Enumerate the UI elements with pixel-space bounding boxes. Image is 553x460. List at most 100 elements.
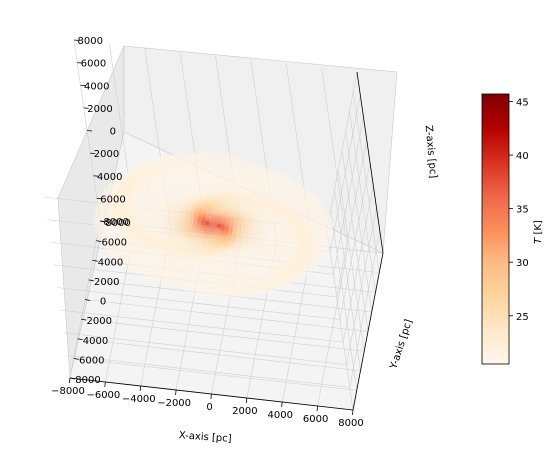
y-tick-label: 2000 xyxy=(87,316,112,327)
data-point xyxy=(313,262,318,268)
data-point xyxy=(200,287,206,293)
data-point xyxy=(103,226,109,232)
data-point xyxy=(116,247,122,253)
data-point xyxy=(110,237,115,243)
data-point xyxy=(161,273,167,278)
data-point xyxy=(199,270,205,275)
data-point xyxy=(199,291,205,297)
data-point xyxy=(192,175,198,181)
data-point xyxy=(205,153,211,159)
data-point xyxy=(101,216,107,222)
data-point xyxy=(221,287,227,292)
data-point xyxy=(142,264,148,270)
data-point xyxy=(264,170,270,175)
data-point xyxy=(249,161,255,166)
data-point xyxy=(118,174,123,180)
data-point xyxy=(213,154,219,160)
colorbar-tick-label: 35 xyxy=(516,205,529,216)
data-point xyxy=(309,262,314,268)
data-point xyxy=(156,274,162,280)
data-point xyxy=(324,224,330,230)
data-point xyxy=(294,187,300,193)
data-point xyxy=(152,276,158,282)
data-point xyxy=(268,172,273,178)
data-point xyxy=(241,159,247,165)
data-point xyxy=(295,182,301,188)
z-axis-ticks: 8000 6000 4000 2000 0 2000 4000 6000 8000 xyxy=(73,36,129,228)
y-tick-label: 6000 xyxy=(102,238,127,249)
x-axis-label: X-axis [pc] xyxy=(178,430,232,445)
data-point xyxy=(312,199,318,205)
data-point xyxy=(325,218,331,224)
data-point xyxy=(287,176,293,182)
y-tick-label: 0 xyxy=(100,297,106,308)
data-point xyxy=(225,266,230,271)
data-point xyxy=(321,218,327,224)
data-point xyxy=(222,213,228,219)
data-point xyxy=(319,205,325,211)
data-point xyxy=(179,225,185,231)
data-point xyxy=(172,280,178,286)
data-point xyxy=(238,260,244,266)
data-point xyxy=(312,197,318,203)
data-point xyxy=(130,262,136,268)
data-point xyxy=(105,242,111,247)
data-point xyxy=(95,208,100,214)
data-point xyxy=(284,279,290,285)
data-point xyxy=(211,292,217,298)
data-point xyxy=(129,265,135,271)
data-point xyxy=(107,186,113,191)
data-point xyxy=(102,234,108,239)
data-point xyxy=(103,229,108,234)
data-point xyxy=(311,204,317,210)
data-point xyxy=(138,264,144,269)
data-point xyxy=(185,280,190,286)
data-point xyxy=(209,152,215,158)
data-point xyxy=(130,260,136,265)
data-point xyxy=(115,253,120,259)
z-tick-label: 2000 xyxy=(94,149,119,160)
data-point xyxy=(241,290,246,296)
data-point xyxy=(272,172,277,178)
y-axis-label: Y-axis [pc] xyxy=(388,318,415,371)
data-point xyxy=(204,290,209,295)
data-point xyxy=(119,252,125,257)
y-tick-label: 6000 xyxy=(79,355,104,366)
data-point xyxy=(252,252,258,258)
z-tick-label: 0 xyxy=(110,127,116,138)
data-point xyxy=(225,153,231,159)
data-point xyxy=(101,194,107,200)
data-point xyxy=(323,228,329,234)
data-point xyxy=(112,249,117,255)
data-point xyxy=(100,224,105,230)
data-point xyxy=(160,279,165,285)
data-point xyxy=(217,154,223,160)
data-point xyxy=(239,215,244,220)
data-point xyxy=(174,185,180,190)
data-point xyxy=(111,253,116,259)
data-point xyxy=(213,152,219,158)
data-point xyxy=(223,293,229,299)
data-point xyxy=(322,235,328,241)
data-point xyxy=(325,220,331,226)
data-point xyxy=(291,179,297,185)
data-point xyxy=(313,260,319,266)
data-point xyxy=(131,257,136,263)
data-point xyxy=(302,272,308,278)
data-point xyxy=(94,213,99,219)
data-point xyxy=(102,211,108,217)
data-point xyxy=(258,288,263,293)
data-point xyxy=(157,272,163,278)
data-point xyxy=(268,170,274,176)
z-tick-label: 8000 xyxy=(104,217,129,228)
data-point xyxy=(227,170,232,176)
data-point xyxy=(160,277,166,282)
data-point xyxy=(216,156,222,162)
data-point xyxy=(225,285,231,291)
data-point xyxy=(306,191,311,196)
data-point xyxy=(258,244,264,250)
data-point xyxy=(169,275,174,281)
data-point xyxy=(244,165,250,171)
x-tick-label: −6000 xyxy=(86,390,120,401)
data-point xyxy=(162,203,168,209)
